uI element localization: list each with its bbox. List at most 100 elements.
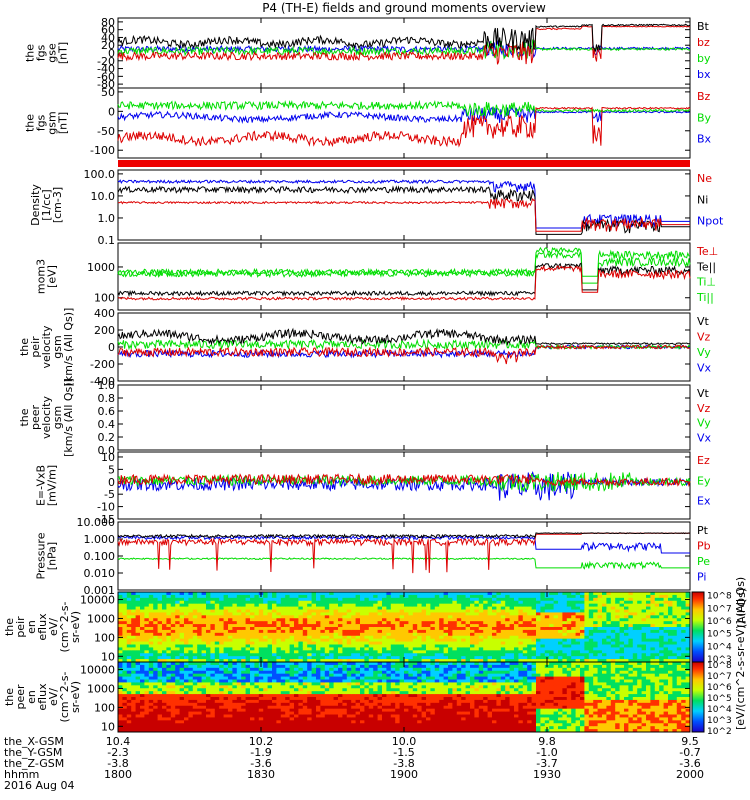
heatmap-cell xyxy=(368,653,374,657)
heatmap-cell xyxy=(126,618,132,622)
heatmap-cell xyxy=(382,632,387,637)
heatmap-cell xyxy=(276,662,282,666)
heatmap-cell xyxy=(382,650,387,654)
heatmap-cell xyxy=(426,729,431,733)
heatmap-cell xyxy=(289,629,295,634)
heatmap-cell xyxy=(214,647,220,651)
heatmap-cell xyxy=(562,615,568,619)
heatmap-cell xyxy=(619,624,625,628)
heatmap-cell xyxy=(289,714,295,718)
heatmap-cell xyxy=(377,726,383,730)
heatmap-cell xyxy=(188,647,194,651)
heatmap-cell xyxy=(439,615,444,619)
heatmap-cell xyxy=(320,714,326,718)
heatmap-cell xyxy=(197,647,202,651)
heatmap-cell xyxy=(553,615,559,619)
heatmap-cell xyxy=(157,726,163,730)
heatmap-cell xyxy=(179,705,185,710)
heatmap-cell xyxy=(377,729,383,733)
heatmap-cell xyxy=(685,627,691,631)
heatmap-cell xyxy=(157,702,163,707)
heatmap-cell xyxy=(364,694,370,698)
heatmap-cell xyxy=(170,682,176,686)
heatmap-cell xyxy=(153,708,158,712)
heatmap-cell xyxy=(540,641,546,645)
heatmap-cell xyxy=(175,600,180,605)
heatmap-cell xyxy=(500,644,506,648)
heatmap-cell xyxy=(395,679,400,683)
heatmap-cell xyxy=(250,699,255,704)
heatmap-cell xyxy=(289,600,295,605)
heatmap-cell xyxy=(223,618,229,622)
heatmap-cell xyxy=(140,726,145,730)
heatmap-cell xyxy=(201,662,207,666)
heatmap-cell xyxy=(562,647,568,651)
heatmap-cell xyxy=(443,606,449,610)
heatmap-cell xyxy=(236,723,242,727)
heatmap-cell xyxy=(236,618,242,622)
heatmap-cell xyxy=(228,603,233,607)
heatmap-cell xyxy=(228,717,233,721)
heatmap-cell xyxy=(166,656,172,660)
heatmap-cell xyxy=(302,705,308,710)
heatmap-cell xyxy=(456,618,462,622)
heatmap-cell xyxy=(144,714,150,718)
heatmap-cell xyxy=(544,612,550,616)
heatmap-cell xyxy=(267,717,273,721)
heatmap-cell xyxy=(443,592,449,596)
heatmap-cell xyxy=(126,688,132,692)
heatmap-cell xyxy=(496,659,502,663)
heatmap-cell xyxy=(272,708,277,712)
heatmap-cell xyxy=(289,638,295,642)
heatmap-cell xyxy=(188,679,194,683)
heatmap-cell xyxy=(390,638,396,642)
heatmap-cell xyxy=(654,627,660,631)
heatmap-cell xyxy=(131,621,136,625)
heatmap-cell xyxy=(386,702,392,707)
heatmap-cell xyxy=(144,592,150,596)
heatmap-cell xyxy=(272,638,277,642)
heatmap-cell xyxy=(390,592,396,596)
heatmap-cell xyxy=(514,635,519,640)
heatmap-cell xyxy=(148,670,154,675)
heatmap-cell xyxy=(558,609,563,613)
heatmap-cell xyxy=(148,688,154,692)
heatmap-cell xyxy=(307,688,312,692)
heatmap-cell xyxy=(223,723,229,727)
heatmap-cell xyxy=(153,618,158,622)
heatmap-cell xyxy=(210,708,216,712)
heatmap-cell xyxy=(390,629,396,634)
heatmap-cell xyxy=(386,720,392,724)
heatmap-cell xyxy=(228,615,233,619)
heatmap-cell xyxy=(500,641,506,645)
heatmap-cell xyxy=(210,627,216,631)
heatmap-cell xyxy=(214,612,220,616)
heatmap-cell xyxy=(540,647,546,651)
heatmap-cell xyxy=(606,656,612,660)
heatmap-cell xyxy=(122,592,128,596)
heatmap-cell xyxy=(430,624,436,628)
heatmap-cell xyxy=(584,635,590,640)
heatmap-cell xyxy=(188,676,194,680)
heatmap-cell xyxy=(188,714,194,718)
heatmap-cell xyxy=(179,627,185,631)
heatmap-cell xyxy=(192,691,198,695)
heatmap-cell xyxy=(364,612,370,616)
heatmap-cell xyxy=(663,603,669,607)
heatmap-cell xyxy=(430,638,436,642)
heatmap-cell xyxy=(377,723,383,727)
heatmap-cell xyxy=(170,702,176,707)
heatmap-cell xyxy=(192,699,198,704)
heatmap-cell xyxy=(518,653,524,657)
heatmap-cell xyxy=(223,624,229,628)
heatmap-cell xyxy=(492,635,497,640)
heatmap-cell xyxy=(157,691,163,695)
heatmap-cell xyxy=(386,606,392,610)
heatmap-cell xyxy=(285,702,290,707)
heatmap-cell xyxy=(373,694,378,698)
heatmap-cell xyxy=(126,682,132,686)
heatmap-cell xyxy=(250,594,255,599)
heatmap-cell xyxy=(320,711,326,715)
heatmap-cell xyxy=(487,644,493,648)
heatmap-cell xyxy=(395,632,400,637)
